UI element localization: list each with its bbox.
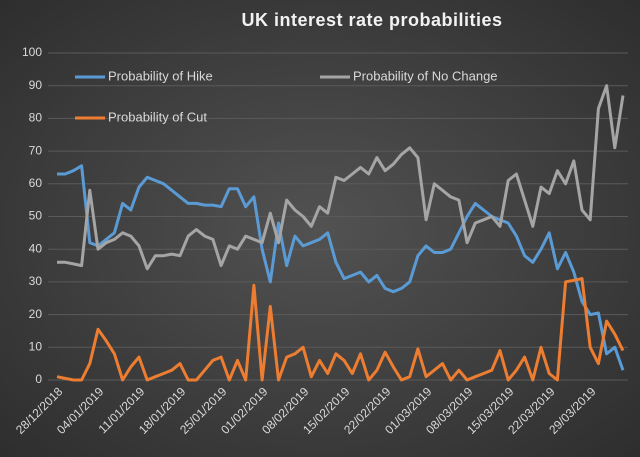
y-tick-label: 0 xyxy=(35,372,42,386)
series-line xyxy=(56,277,625,382)
series-line xyxy=(57,84,625,271)
chart-title: UK interest rate probabilities xyxy=(241,10,502,30)
y-tick-label: 40 xyxy=(29,241,43,255)
y-tick-label: 20 xyxy=(29,307,43,321)
y-tick-label: 100 xyxy=(22,45,42,59)
y-tick-label: 60 xyxy=(29,176,43,190)
legend-label: Probability of Cut xyxy=(108,109,207,124)
legend-label: Probability of No Change xyxy=(353,68,498,83)
legend-label: Probability of Hike xyxy=(108,68,213,83)
y-tick-label: 80 xyxy=(29,111,43,125)
y-tick-label: 70 xyxy=(29,143,43,157)
y-tick-label: 90 xyxy=(29,78,43,92)
y-tick-label: 50 xyxy=(29,209,43,223)
series-line xyxy=(57,164,625,371)
y-tick-label: 30 xyxy=(29,274,43,288)
y-tick-label: 10 xyxy=(29,339,43,353)
